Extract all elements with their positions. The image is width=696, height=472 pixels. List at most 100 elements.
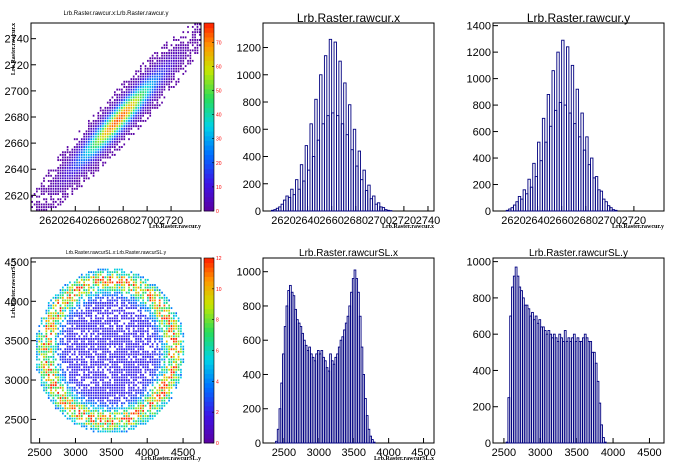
heatmap-cell bbox=[109, 148, 111, 151]
heatmap-cell bbox=[88, 366, 90, 369]
heatmap-cell bbox=[64, 404, 67, 407]
heatmap-cell bbox=[99, 114, 102, 117]
heatmap-cell bbox=[106, 348, 109, 351]
heatmap-cell bbox=[99, 281, 102, 284]
heatmap-cell bbox=[118, 384, 121, 387]
heatmap-cell bbox=[83, 302, 85, 304]
heatmap-cell bbox=[76, 340, 78, 343]
heatmap-cell bbox=[54, 180, 57, 182]
heatmap-cell bbox=[88, 389, 90, 392]
heatmap-cell bbox=[144, 75, 147, 78]
heatmap-cell bbox=[106, 117, 109, 120]
heatmap-cell bbox=[59, 384, 62, 387]
heatmap-cell bbox=[99, 138, 102, 141]
heatmap-cell bbox=[113, 361, 116, 363]
heatmap-cell bbox=[130, 353, 133, 356]
heatmap-cell bbox=[92, 172, 95, 175]
heatmap-cell bbox=[88, 284, 90, 286]
heatmap-cell bbox=[92, 358, 95, 361]
heatmap-cell bbox=[142, 343, 144, 346]
heatmap-cell bbox=[73, 381, 76, 384]
heatmap-cell bbox=[83, 161, 85, 164]
heatmap-cell bbox=[132, 91, 135, 94]
heatmap-cell bbox=[66, 193, 69, 195]
heatmap-cell bbox=[83, 391, 85, 394]
heatmap-cell bbox=[99, 430, 102, 433]
heatmap-cell bbox=[104, 322, 107, 325]
heatmap-cell bbox=[180, 322, 182, 325]
heatmap-cell bbox=[161, 402, 163, 405]
heatmap-cell bbox=[59, 317, 62, 320]
heatmap-cell bbox=[95, 348, 97, 351]
heatmap-cell bbox=[66, 180, 69, 182]
heatmap-cell bbox=[121, 278, 123, 281]
heatmap-cell bbox=[57, 397, 59, 399]
heatmap-cell bbox=[191, 49, 194, 52]
heatmap-cell bbox=[62, 327, 64, 330]
heatmap-cell bbox=[97, 327, 100, 330]
heatmap-cell bbox=[69, 358, 71, 361]
y-axis-label: Lrb.Raster.rawcurSL.x bbox=[11, 258, 17, 318]
heatmap-cell bbox=[83, 140, 85, 143]
heatmap-cell bbox=[85, 148, 88, 151]
x-tick-label: 4500 bbox=[637, 447, 661, 459]
heatmap-cell bbox=[125, 117, 128, 120]
heatmap-cell bbox=[85, 172, 88, 175]
heatmap-cell bbox=[139, 422, 142, 425]
heatmap-cell bbox=[147, 355, 149, 358]
heatmap-cell bbox=[132, 75, 135, 78]
heatmap-cell bbox=[83, 368, 85, 371]
heatmap-cell bbox=[121, 307, 123, 310]
heatmap-cell bbox=[163, 78, 166, 81]
heatmap-cell bbox=[104, 422, 107, 425]
heatmap-cell bbox=[113, 407, 116, 410]
heatmap-cell bbox=[109, 338, 111, 340]
heatmap-cell bbox=[109, 320, 111, 322]
heatmap-cell bbox=[132, 88, 135, 91]
heatmap-cell bbox=[161, 353, 163, 356]
heatmap-cell bbox=[69, 361, 71, 363]
heatmap-cell bbox=[99, 376, 102, 379]
heatmap-cell bbox=[104, 138, 107, 141]
heatmap-cell bbox=[43, 376, 45, 379]
heatmap-cell bbox=[73, 412, 76, 415]
heatmap-cell bbox=[151, 80, 154, 83]
heatmap-cell bbox=[121, 276, 123, 279]
heatmap-cell bbox=[182, 340, 185, 343]
heatmap-cell bbox=[78, 402, 81, 405]
heatmap-cell bbox=[43, 373, 45, 376]
heatmap-cell bbox=[170, 67, 173, 70]
heatmap-cell bbox=[54, 169, 57, 172]
heatmap-cell bbox=[154, 65, 156, 68]
heatmap-cell bbox=[59, 325, 62, 328]
y-tick-label: 1000 bbox=[467, 74, 491, 86]
heatmap-cell bbox=[137, 368, 140, 371]
color-scale-label: 0 bbox=[216, 209, 219, 215]
heatmap-cell bbox=[180, 348, 182, 351]
heatmap-cell bbox=[180, 345, 182, 348]
heatmap-cell bbox=[52, 320, 55, 322]
heatmap-cell bbox=[132, 330, 135, 333]
color-scale-step bbox=[204, 308, 214, 314]
x-tick-label: 2500 bbox=[272, 447, 296, 459]
heatmap-cell bbox=[106, 153, 109, 156]
heatmap-cell bbox=[149, 361, 152, 363]
heatmap-cell bbox=[85, 338, 88, 340]
heatmap-cell bbox=[52, 345, 55, 348]
heatmap-cell bbox=[111, 130, 114, 133]
heatmap-cell bbox=[71, 368, 74, 371]
heatmap-cell bbox=[104, 430, 107, 433]
heatmap-cell bbox=[45, 361, 48, 363]
heatmap-cell bbox=[109, 307, 111, 310]
heatmap-cell bbox=[154, 104, 156, 107]
heatmap-cell bbox=[128, 415, 130, 417]
heatmap-cell bbox=[104, 320, 107, 322]
heatmap-cell bbox=[123, 314, 126, 317]
heatmap-cell bbox=[71, 148, 74, 151]
heatmap-cell bbox=[64, 180, 67, 182]
heatmap-cell bbox=[106, 143, 109, 146]
heatmap-cell bbox=[102, 325, 104, 328]
heatmap-cell bbox=[161, 314, 163, 317]
heatmap-cell bbox=[85, 412, 88, 415]
